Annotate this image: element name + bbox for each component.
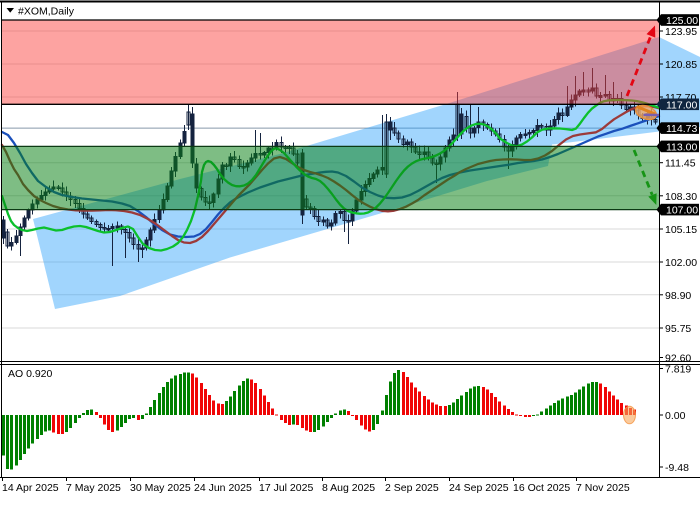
svg-text:8 Aug 2025: 8 Aug 2025 xyxy=(322,482,375,494)
svg-text:102.00: 102.00 xyxy=(665,257,697,269)
svg-text:105.15: 105.15 xyxy=(665,224,697,236)
svg-text:123.95: 123.95 xyxy=(665,26,697,38)
svg-text:7.819: 7.819 xyxy=(665,364,691,376)
svg-text:-9.48: -9.48 xyxy=(665,462,689,474)
svg-text:117.00: 117.00 xyxy=(666,99,697,111)
svg-text:111.45: 111.45 xyxy=(665,158,696,170)
svg-text:98.90: 98.90 xyxy=(665,290,691,302)
svg-text:24 Sep 2025: 24 Sep 2025 xyxy=(449,482,509,494)
svg-text:30 May 2025: 30 May 2025 xyxy=(130,482,191,494)
svg-text:24 Jun 2025: 24 Jun 2025 xyxy=(194,482,252,494)
svg-text:95.75: 95.75 xyxy=(665,323,691,335)
svg-text:107.00: 107.00 xyxy=(666,205,698,217)
svg-text:92.60: 92.60 xyxy=(665,353,691,365)
svg-text:0.00: 0.00 xyxy=(665,410,686,422)
svg-text:2 Sep 2025: 2 Sep 2025 xyxy=(385,482,439,494)
svg-text:120.85: 120.85 xyxy=(665,59,697,71)
svg-text:114.73: 114.73 xyxy=(666,123,697,135)
svg-text:113.00: 113.00 xyxy=(666,141,697,153)
svg-text:AO 0.920: AO 0.920 xyxy=(8,368,53,380)
svg-text:16 Oct 2025: 16 Oct 2025 xyxy=(513,482,570,494)
svg-text:108.30: 108.30 xyxy=(665,191,697,203)
svg-text:7 Nov 2025: 7 Nov 2025 xyxy=(576,482,630,494)
svg-text:#XOM,Daily: #XOM,Daily xyxy=(18,6,75,18)
svg-text:125.00: 125.00 xyxy=(666,15,698,27)
svg-text:14 Apr 2025: 14 Apr 2025 xyxy=(2,482,59,494)
svg-text:7 May 2025: 7 May 2025 xyxy=(66,482,121,494)
svg-text:17 Jul 2025: 17 Jul 2025 xyxy=(259,482,313,494)
